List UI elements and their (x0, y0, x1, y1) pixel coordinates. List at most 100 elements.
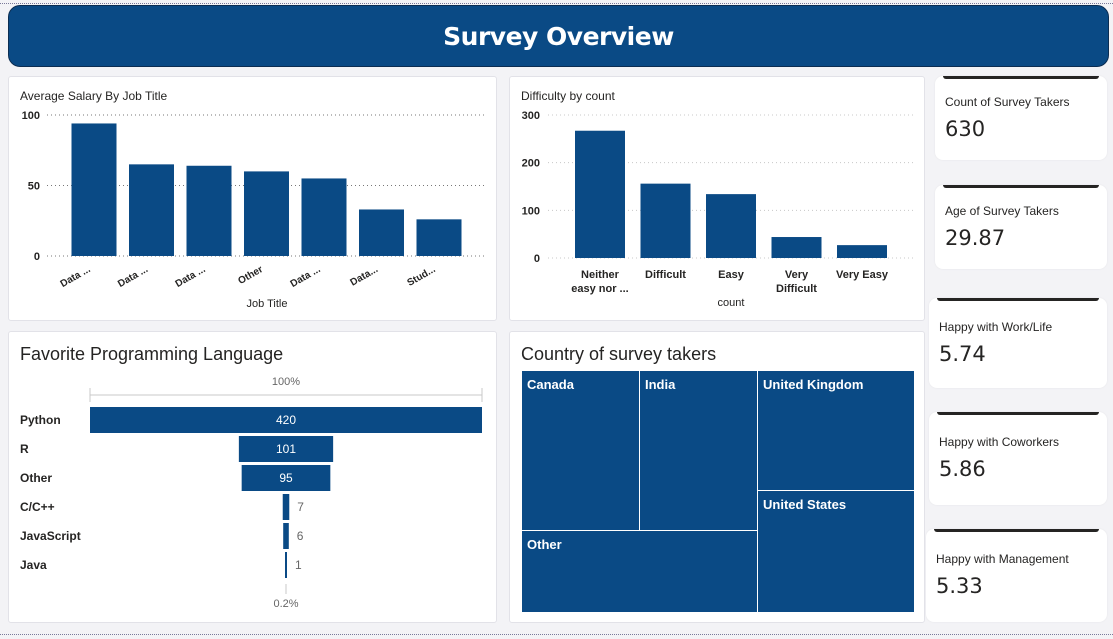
kpi-value: 5.33 (936, 574, 983, 598)
difficulty-bar (640, 183, 691, 258)
card-accent-bar (943, 76, 1099, 79)
x-tick-label: Difficult (776, 283, 817, 295)
salary-chart-panel[interactable]: Average Salary By Job Title 0 50 100 Data .… (8, 76, 497, 321)
difficulty-chart: 0 100 200 300 Neither easy nor ... Difficult Ea… (522, 110, 915, 309)
y-tick-label: 200 (522, 158, 540, 170)
difficulty-chart-title: Difficulty by count (521, 89, 615, 103)
funnel-value-label: 101 (276, 442, 296, 456)
kpi-value: 29.87 (945, 226, 1006, 250)
kpi-label: Count of Survey Takers (945, 95, 1070, 109)
y-tick-label: 300 (522, 110, 540, 122)
funnel-value-label: 7 (297, 500, 304, 514)
treemap-label-united-kingdom: United Kingdom (763, 377, 864, 392)
x-tick-label: Data... (349, 264, 381, 289)
card-accent-bar (937, 298, 1099, 301)
salary-chart: 0 50 100 Data ... Data ... Data ... Other Data … (22, 110, 487, 310)
treemap-label-united-states: United States (763, 497, 847, 512)
difficulty-bar (575, 130, 625, 258)
y-tick-label: 0 (34, 251, 40, 263)
kpi-value: 5.74 (939, 342, 986, 366)
salary-bar (244, 171, 289, 256)
bottom-border (0, 634, 1113, 635)
kpi-card-management[interactable]: Happy with Management 5.33 (926, 529, 1107, 622)
funnel-category-label: Other (20, 471, 52, 485)
kpi-card-work-life[interactable]: Happy with Work/Life 5.74 (929, 298, 1107, 388)
difficulty-bar (706, 194, 756, 258)
language-chart-title: Favorite Programming Language (20, 344, 284, 364)
x-tick-label: Neither (581, 269, 620, 281)
treemap-label-india: India (645, 377, 676, 392)
treemap-cell-united-kingdom[interactable]: United Kingdom (757, 370, 915, 491)
country-chart-title: Country of survey takers (521, 344, 717, 364)
salary-bar (71, 123, 117, 257)
salary-bar (416, 219, 462, 256)
funnel-bar (285, 552, 287, 578)
y-tick-label: 50 (28, 181, 40, 193)
funnel-category-label: Java (20, 558, 47, 572)
x-axis-title: count (718, 297, 745, 309)
dashboard-header: Survey Overview (8, 5, 1109, 67)
funnel-bar (238, 436, 334, 462)
y-tick-label: 100 (22, 110, 40, 122)
card-accent-bar (937, 412, 1099, 415)
funnel-bar (241, 465, 331, 491)
funnel-bar (282, 494, 290, 520)
salary-bar (301, 178, 347, 256)
difficulty-bar (837, 245, 887, 258)
language-funnel-chart: 100% Python 420 R 101 Other 95 C/C++ 7 JavaScript… (20, 376, 483, 610)
card-accent-bar (934, 529, 1099, 532)
treemap-label-canada: Canada (527, 377, 574, 392)
kpi-label: Happy with Work/Life (939, 320, 1053, 334)
difficulty-bar (771, 237, 822, 258)
x-tick-label: easy nor ... (571, 283, 628, 295)
x-axis-title: Job Title (247, 298, 288, 310)
top-border (0, 3, 1113, 4)
y-tick-label: 100 (522, 205, 540, 217)
kpi-value: 630 (945, 117, 986, 141)
difficulty-chart-panel[interactable]: Difficulty by count 0 100 200 300 Neither eas… (509, 76, 925, 321)
salary-bar (186, 165, 232, 256)
x-tick-label: Other (236, 264, 265, 287)
funnel-bar (90, 407, 482, 433)
treemap-cell-canada[interactable]: Canada (521, 370, 640, 531)
funnel-category-label: JavaScript (20, 529, 81, 543)
x-tick-label: Data ... (116, 264, 150, 290)
kpi-card-age[interactable]: Age of Survey Takers 29.87 (935, 185, 1107, 269)
kpi-label: Age of Survey Takers (945, 204, 1059, 218)
treemap-cell-other[interactable]: Other (521, 530, 758, 613)
funnel-category-label: C/C++ (20, 500, 55, 514)
kpi-label: Happy with Coworkers (939, 435, 1060, 449)
kpi-label: Happy with Management (936, 552, 1069, 566)
treemap-label-other: Other (527, 537, 562, 552)
funnel-category-label: Python (20, 413, 61, 427)
x-tick-label: Data ... (174, 264, 208, 290)
salary-bar (129, 164, 174, 256)
x-tick-label: Stud... (406, 264, 438, 289)
funnel-value-label: 95 (279, 471, 293, 485)
funnel-top-percent: 100% (272, 376, 300, 388)
salary-bar (359, 209, 404, 256)
language-chart-panel[interactable]: Favorite Programming Language 100% Python… (8, 331, 497, 623)
funnel-bar (283, 523, 289, 549)
funnel-bottom-percent: 0.2% (273, 598, 298, 610)
card-accent-bar (943, 185, 1099, 188)
salary-chart-title: Average Salary By Job Title (20, 89, 168, 103)
x-tick-label: Data ... (59, 264, 93, 290)
treemap-cell-united-states[interactable]: United States (757, 490, 915, 613)
y-tick-label: 0 (534, 253, 540, 265)
kpi-card-count[interactable]: Count of Survey Takers 630 (935, 76, 1107, 160)
country-chart-panel[interactable]: Country of survey takers Canada India Un… (509, 331, 925, 623)
funnel-value-label: 6 (297, 529, 304, 543)
funnel-category-label: R (20, 442, 29, 456)
funnel-value-label: 1 (295, 558, 302, 572)
x-tick-label: Very Easy (836, 269, 889, 281)
page-title: Survey Overview (443, 21, 674, 51)
x-tick-label: Easy (718, 269, 745, 281)
x-tick-label: Very (785, 269, 809, 281)
kpi-value: 5.86 (939, 457, 986, 481)
x-tick-label: Data ... (289, 264, 323, 290)
treemap-cell-india[interactable]: India (639, 370, 758, 531)
x-tick-label: Difficult (645, 269, 686, 281)
kpi-card-coworkers[interactable]: Happy with Coworkers 5.86 (929, 412, 1107, 505)
funnel-value-label: 420 (276, 413, 296, 427)
